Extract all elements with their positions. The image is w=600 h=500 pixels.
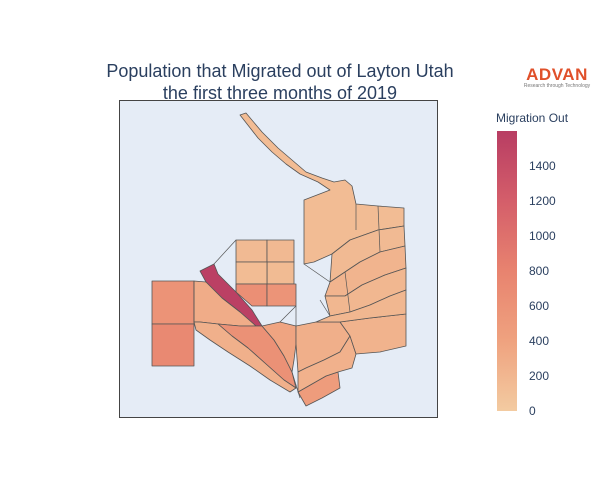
colorbar-tick-label: 0 <box>529 404 536 418</box>
boundary-line <box>279 305 297 323</box>
chart-title: Population that Migrated out of Layton U… <box>60 60 500 104</box>
region-center-orange-2[interactable] <box>266 283 297 307</box>
colorbar-tick-label: 800 <box>529 264 550 278</box>
chart-title-line-2: the first three months of 2019 <box>162 83 398 103</box>
boundary-line <box>303 263 331 283</box>
region-top-mid-3[interactable] <box>266 261 295 285</box>
advan-logo: ADVAN Research through Technology <box>522 66 592 90</box>
colorbar <box>497 131 517 411</box>
boundary-line <box>291 371 301 399</box>
colorbar-tick-label: 1400 <box>529 159 556 173</box>
choropleth-map[interactable] <box>119 100 438 418</box>
colorbar-tick-label: 400 <box>529 334 550 348</box>
colorbar-tick-label: 200 <box>529 369 550 383</box>
region-west-upper[interactable] <box>151 280 195 325</box>
region-top-mid-1[interactable] <box>235 239 268 263</box>
colorbar-tick-label: 1000 <box>529 229 556 243</box>
boundary-line <box>377 205 381 253</box>
region-west-lower[interactable] <box>151 323 195 367</box>
region-south-tan-2[interactable] <box>297 335 357 393</box>
boundary-line <box>213 239 237 265</box>
logo-wordmark: ADVAN <box>526 65 588 84</box>
logo-tagline: Research through Technology <box>523 83 591 89</box>
colorbar-tick-label: 600 <box>529 299 550 313</box>
region-south-center[interactable] <box>261 321 297 373</box>
chart-title-line-1: Population that Migrated out of Layton U… <box>106 61 454 81</box>
region-small-2[interactable] <box>193 321 297 393</box>
colorbar-title: Migration Out <box>496 111 569 125</box>
region-top-mid-2[interactable] <box>266 239 295 263</box>
boundary-line <box>319 299 331 317</box>
boundary-line <box>344 271 351 313</box>
region-top-mid-4[interactable] <box>235 261 268 285</box>
colorbar-tick-label: 1200 <box>529 194 556 208</box>
region-small-1[interactable] <box>315 289 407 323</box>
